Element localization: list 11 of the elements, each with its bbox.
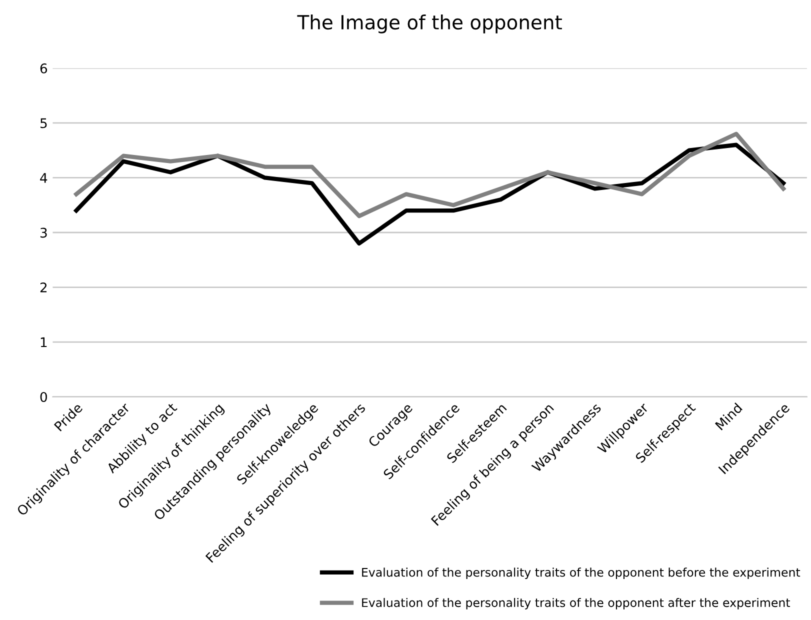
y-tick-label: 0 [40,392,47,402]
y-tick-label: 3 [40,228,47,238]
legend-label: Evaluation of the personality traits of the opponent after the experiment [362,598,790,610]
y-tick-label: 6 [40,63,48,74]
y-tick-label: 5 [40,118,47,128]
chart-title: The Image of the opponent [297,14,562,34]
y-tick-label: 1 [40,337,47,348]
y-tick-label: 4 [40,173,48,183]
legend-label: Evaluation of the personality traits of the opponent before the experiment [362,568,800,580]
line-series [74,132,786,218]
y-tick-label: 2 [40,282,47,292]
